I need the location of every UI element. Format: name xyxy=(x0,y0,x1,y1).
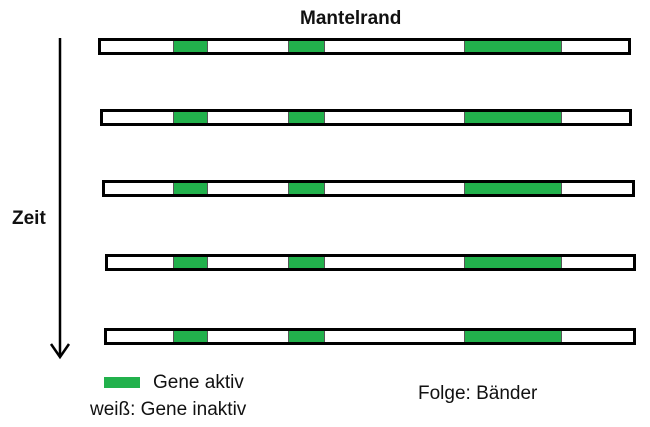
active-gene-segment xyxy=(288,183,325,194)
active-gene-segment xyxy=(172,331,209,342)
active-gene-segment xyxy=(288,41,325,52)
legend-active-label: Gene aktiv xyxy=(153,372,244,393)
active-gene-segment xyxy=(288,257,325,268)
active-gene-segment xyxy=(464,331,562,342)
time-arrow-icon xyxy=(49,38,71,360)
active-gene-segment xyxy=(288,112,325,123)
active-gene-segment xyxy=(172,41,209,52)
active-gene-segment xyxy=(288,331,325,342)
legend-inactive-label: weiß: Gene inaktiv xyxy=(90,399,247,420)
active-gene-segment xyxy=(464,112,562,123)
active-gene-segment xyxy=(464,183,562,194)
chromosome-band xyxy=(100,109,632,126)
chromosome-band xyxy=(105,254,636,271)
chromosome-band xyxy=(102,180,635,197)
legend-active-swatch xyxy=(104,377,140,388)
active-gene-segment xyxy=(464,41,562,52)
active-gene-segment xyxy=(172,183,209,194)
diagram-title: Mantelrand xyxy=(300,8,402,29)
active-gene-segment xyxy=(172,112,209,123)
time-axis-label: Zeit xyxy=(12,208,46,229)
caption: Folge: Bänder xyxy=(418,383,538,404)
active-gene-segment xyxy=(172,257,209,268)
active-gene-segment xyxy=(464,257,562,268)
chromosome-band xyxy=(98,38,631,55)
chromosome-band xyxy=(104,328,636,345)
